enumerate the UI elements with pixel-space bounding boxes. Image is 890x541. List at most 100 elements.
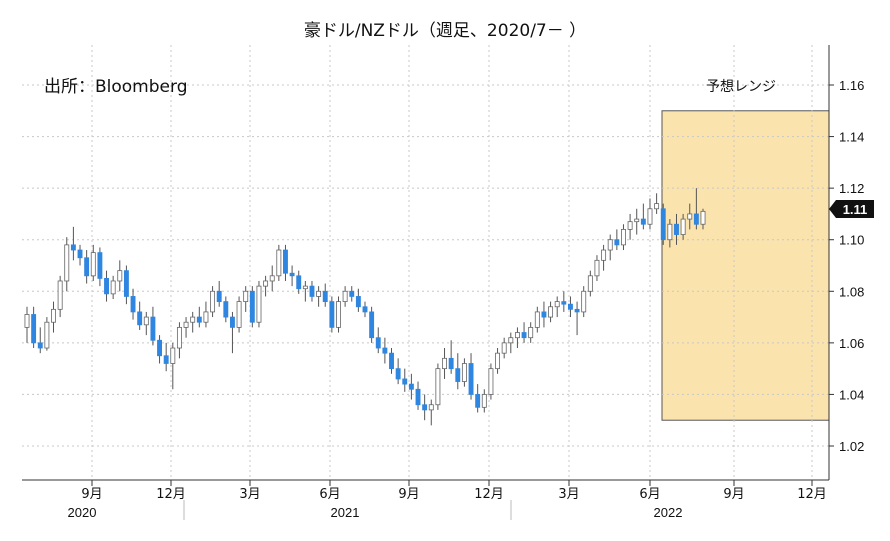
candle-body: [243, 290, 249, 302]
candle-body: [137, 311, 143, 326]
candle-body: [375, 337, 381, 349]
x-month-label: 9月: [398, 487, 419, 502]
candle-body: [442, 357, 447, 370]
candle-body: [289, 272, 295, 277]
x-month-label: 12月: [797, 487, 827, 502]
candle-body: [183, 321, 189, 328]
candle-body: [408, 383, 414, 390]
candle-body: [157, 339, 163, 357]
candle-body: [249, 290, 255, 323]
candle-body: [309, 285, 315, 297]
candle-body: [382, 347, 388, 354]
candle-body: [461, 363, 467, 382]
candle-body: [362, 306, 368, 313]
candle-body: [389, 352, 394, 370]
y-axis: 1.16 1.14 1.12 1.10 1.08 1.06 1.04 1.02: [829, 78, 864, 454]
candle-body: [567, 303, 573, 310]
candle-body: [634, 218, 640, 223]
candle-body: [130, 296, 136, 313]
x-month-label: 9月: [81, 487, 102, 502]
forecast-range-label: 予想レンジ: [706, 79, 776, 95]
candle-body: [190, 316, 196, 323]
candle-body: [104, 277, 109, 295]
candle-body: [514, 332, 520, 339]
candle-body: [422, 404, 428, 411]
candle-body: [654, 203, 660, 210]
x-month-label: 6月: [319, 487, 340, 502]
x-month-label: 3月: [239, 487, 260, 502]
y-tick-label: 1.04: [839, 387, 864, 402]
candle-body: [236, 301, 242, 328]
candle-body: [163, 355, 169, 364]
candle-body: [296, 275, 302, 290]
candle-body: [687, 213, 693, 220]
candle-body: [256, 285, 262, 323]
candle-body: [627, 221, 633, 230]
candle-body: [44, 321, 50, 349]
candle-body: [77, 249, 83, 259]
candle-body: [548, 306, 554, 318]
candle-body: [64, 244, 70, 282]
candle-body: [123, 270, 129, 297]
candle-body: [402, 378, 408, 385]
candle-body: [488, 368, 494, 395]
candle-body: [210, 290, 216, 313]
candle-body: [329, 301, 335, 328]
candle-body: [587, 275, 593, 292]
candle-body: [24, 314, 30, 328]
candle-body: [640, 218, 646, 225]
candle-body: [647, 208, 653, 225]
candle-body: [674, 223, 679, 235]
candle-body: [37, 342, 43, 349]
candle-body: [97, 252, 103, 279]
candle-body: [90, 252, 96, 277]
candle-body: [541, 311, 547, 318]
candle-body: [117, 270, 123, 282]
candle-body: [223, 301, 229, 318]
candle-body: [342, 290, 348, 302]
candle-body: [369, 311, 375, 339]
candle-body: [203, 311, 209, 323]
candle-body: [143, 316, 149, 326]
candle-body: [51, 308, 56, 323]
candle-body: [229, 316, 235, 328]
candle-body: [455, 368, 461, 382]
candle-body: [495, 352, 501, 370]
candle-body: [481, 394, 487, 408]
candle-body: [283, 249, 288, 274]
candle-body: [355, 296, 361, 308]
candle-body: [395, 368, 401, 380]
candle-body: [554, 301, 560, 308]
candle-body: [621, 228, 626, 246]
candle-body: [110, 280, 116, 295]
candle-body: [700, 210, 706, 225]
x-month-label: 12月: [474, 487, 504, 502]
candle-body: [521, 332, 527, 339]
candle-body: [84, 257, 90, 277]
candle-body: [150, 316, 156, 341]
candle-body: [269, 275, 275, 282]
candle-body: [263, 280, 269, 287]
candle-body: [528, 326, 534, 339]
candle-body: [415, 388, 421, 406]
candle-body: [70, 244, 76, 251]
x-year-label: 2020: [68, 505, 97, 520]
x-month-label: 3月: [558, 487, 579, 502]
chart-title: 豪ドル/NZドル（週足、2020/7－ ）: [303, 21, 587, 41]
candles-group: [24, 188, 706, 426]
candle-body: [581, 290, 587, 313]
candle-body: [534, 311, 540, 328]
candle-body: [667, 223, 673, 241]
candle-body: [57, 280, 63, 310]
x-month-label: 6月: [639, 487, 660, 502]
candle-body: [349, 290, 355, 297]
candle-body: [468, 363, 474, 395]
y-tick-label: 1.10: [839, 233, 864, 248]
candle-body: [336, 301, 341, 328]
candle-body: [680, 218, 686, 235]
candle-body: [561, 301, 567, 305]
candle-body: [574, 308, 580, 313]
source-label: 出所：Bloomberg: [44, 77, 188, 97]
forecast-range-box: [661, 110, 830, 421]
